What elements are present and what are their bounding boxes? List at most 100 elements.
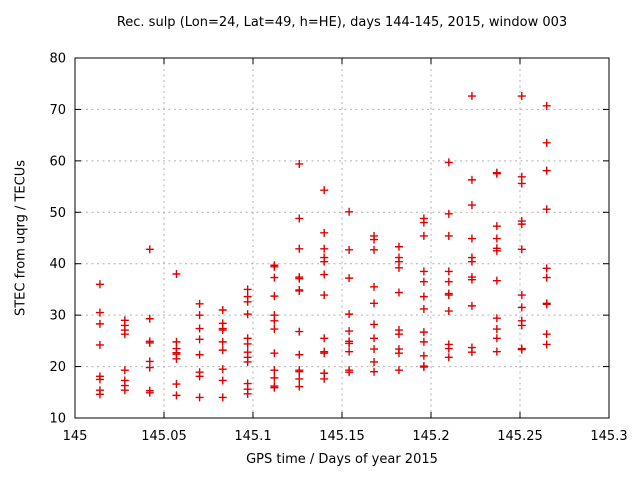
data-point-marker (345, 368, 354, 377)
x-tick-label: 145.05 (141, 429, 187, 444)
data-point-marker (419, 218, 428, 227)
data-point-marker (295, 159, 304, 168)
data-point-marker (270, 349, 279, 358)
data-point-marker (295, 286, 304, 295)
data-point-marker (270, 292, 279, 301)
data-point-marker (542, 330, 551, 339)
data-point-marker (195, 350, 204, 359)
data-point-marker (517, 291, 526, 300)
data-point-marker (467, 301, 476, 310)
data-point-marker (370, 367, 379, 376)
data-point-marker (295, 350, 304, 359)
data-point-marker (270, 273, 279, 282)
data-point-marker (517, 321, 526, 330)
data-point-marker (320, 291, 329, 300)
data-point-marker (394, 349, 403, 358)
x-tick-label: 145.1 (234, 429, 271, 444)
data-point-marker (295, 327, 304, 336)
data-point-marker (419, 351, 428, 360)
data-point-marker (195, 311, 204, 320)
data-point-marker (542, 340, 551, 349)
data-point-marker (145, 314, 154, 323)
data-point-marker (467, 348, 476, 357)
data-point-marker (542, 138, 551, 147)
data-point-marker (295, 244, 304, 253)
data-point-marker (370, 334, 379, 343)
data-point-marker (467, 175, 476, 184)
data-point-marker (295, 214, 304, 223)
data-point-marker (320, 244, 329, 253)
data-point-marker (195, 393, 204, 402)
data-point-marker (218, 337, 227, 346)
data-point-marker (467, 234, 476, 243)
data-point-marker (419, 337, 428, 346)
data-point-marker (444, 307, 453, 316)
data-point-marker (270, 383, 279, 392)
data-point-marker (394, 288, 403, 297)
data-point-marker (419, 363, 428, 372)
data-point-marker (120, 330, 129, 339)
y-tick-label: 10 (49, 412, 66, 427)
data-point-marker (370, 345, 379, 354)
data-point-marker (218, 326, 227, 335)
data-point-marker (370, 299, 379, 308)
data-point-marker (419, 267, 428, 276)
plot-border (74, 57, 610, 419)
data-point-marker (172, 270, 181, 278)
data-point-marker (345, 245, 354, 254)
data-point-marker (345, 327, 354, 336)
data-point-marker (444, 267, 453, 276)
data-point-marker (145, 338, 154, 347)
x-tick-label: 145 (63, 429, 88, 444)
data-point-marker (492, 222, 501, 231)
x-axis-label: GPS time / Days of year 2015 (246, 452, 438, 467)
data-point-marker (295, 274, 304, 283)
data-point-marker (320, 228, 329, 237)
data-point-marker (517, 245, 526, 254)
x-tick-label: 145.15 (319, 429, 365, 444)
data-point-marker (320, 257, 329, 266)
data-point-marker (419, 292, 428, 301)
data-point-marker (419, 231, 428, 240)
data-point-marker (218, 393, 227, 402)
data-point-marker (320, 334, 329, 343)
data-point-marker (444, 209, 453, 218)
data-point-marker (542, 101, 551, 110)
data-point-marker (444, 231, 453, 240)
y-tick-label: 50 (49, 206, 66, 221)
data-point-marker (95, 280, 104, 289)
data-point-marker (95, 319, 104, 328)
data-point-marker (243, 285, 252, 294)
x-tick-label: 145.25 (497, 429, 543, 444)
data-point-marker (345, 339, 354, 348)
data-point-marker (172, 391, 181, 400)
data-point-marker (345, 310, 354, 319)
data-point-marker (517, 92, 526, 101)
data-point-marker (218, 365, 227, 374)
data-point-marker (394, 366, 403, 375)
data-point-marker (320, 186, 329, 195)
data-point-marker (195, 299, 204, 308)
y-tick-label: 80 (49, 52, 66, 67)
data-point-marker (270, 262, 279, 271)
data-point-marker (419, 304, 428, 313)
data-point-marker (542, 300, 551, 309)
data-point-marker (195, 372, 204, 381)
data-point-marker (444, 291, 453, 300)
data-point-marker (120, 386, 129, 395)
data-point-marker (195, 335, 204, 344)
data-point-marker (370, 320, 379, 329)
data-point-marker (492, 234, 501, 243)
data-point-marker (444, 277, 453, 286)
data-point-marker (492, 347, 501, 356)
y-tick-label: 40 (49, 257, 66, 272)
data-point-marker (145, 245, 154, 254)
data-point-marker (492, 169, 501, 178)
data-point-marker (120, 366, 129, 375)
data-point-marker (243, 310, 252, 319)
data-point-marker (345, 347, 354, 356)
data-point-marker (243, 339, 252, 348)
data-point-marker (172, 337, 181, 346)
data-point-marker (295, 374, 304, 383)
